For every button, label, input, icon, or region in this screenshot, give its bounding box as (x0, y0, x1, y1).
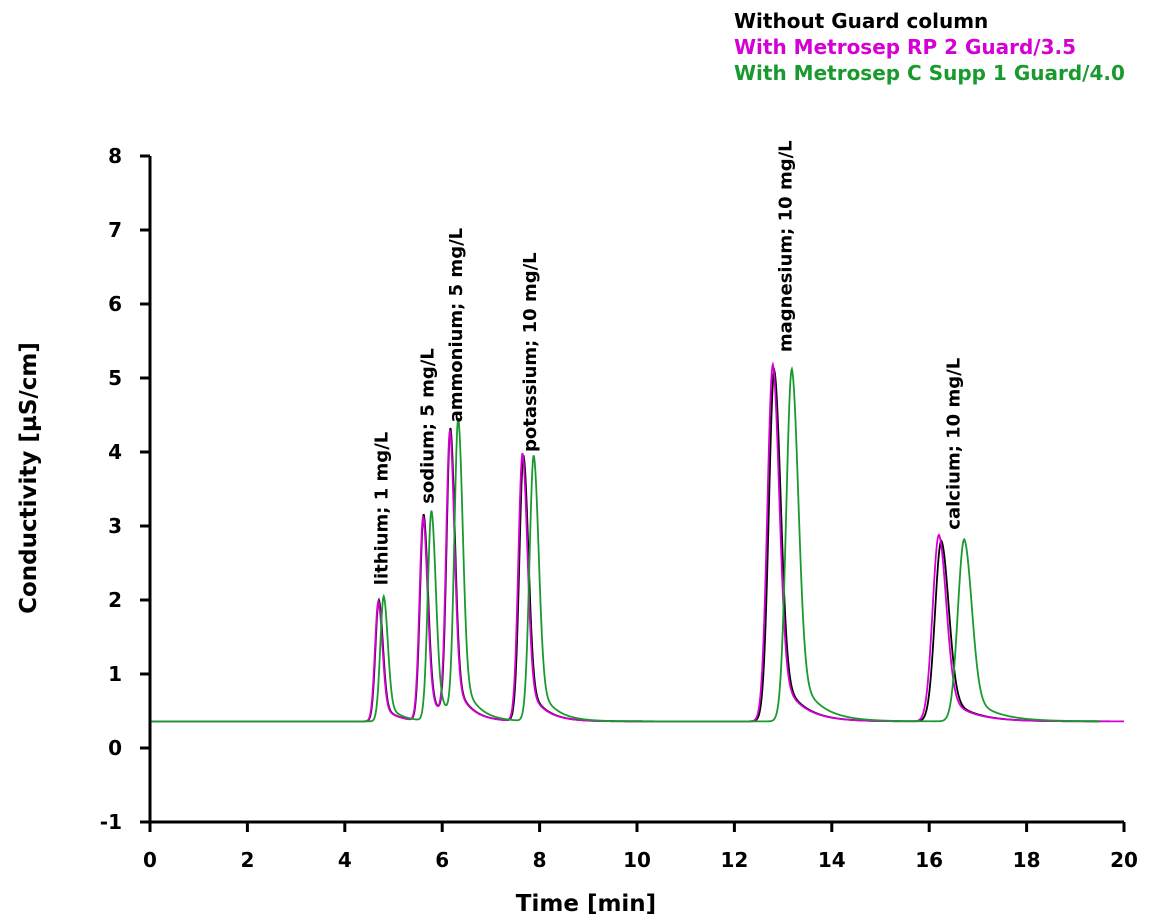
y-tick-label: -1 (100, 810, 122, 834)
series-line-2 (150, 365, 1100, 723)
series-layer (150, 361, 1124, 723)
x-tick-label: 10 (623, 848, 651, 872)
legend-entry-csupp1-guard: With Metrosep C Supp 1 Guard/4.0 (734, 61, 1125, 85)
y-tick-label: 6 (108, 292, 122, 316)
x-axis-title: Time [min] (516, 891, 656, 917)
legend: Without Guard column With Metrosep RP 2 … (734, 8, 1125, 86)
x-tick-label: 4 (338, 848, 352, 872)
peak-label: calcium; 10 mg/L (944, 358, 965, 530)
y-tick-label: 8 (108, 144, 122, 168)
peak-label: magnesium; 10 mg/L (776, 140, 797, 352)
legend-entry-without-guard: Without Guard column (734, 9, 989, 33)
x-tick-label: 20 (1110, 848, 1138, 872)
x-tick-label: 2 (240, 848, 254, 872)
x-tick-label: 18 (1013, 848, 1041, 872)
peak-label: potassium; 10 mg/L (520, 252, 541, 452)
y-tick-label: 2 (108, 588, 122, 612)
legend-entry-rp2-guard: With Metrosep RP 2 Guard/3.5 (734, 35, 1077, 59)
peak-label: ammonium; 5 mg/L (446, 228, 467, 423)
x-tick-label: 8 (533, 848, 547, 872)
peak-label: lithium; 1 mg/L (371, 432, 392, 585)
x-tick-label: 14 (818, 848, 846, 872)
y-tick-label: 3 (108, 514, 122, 538)
x-tick-label: 12 (720, 848, 748, 872)
y-tick-label: 4 (108, 440, 122, 464)
x-tick-label: 16 (915, 848, 943, 872)
x-tick-label: 6 (435, 848, 449, 872)
y-tick-label: 1 (108, 662, 122, 686)
y-tick-label: 7 (108, 218, 122, 242)
y-axis-title: Conductivity [µS/cm] (16, 342, 42, 614)
x-tick-label: 0 (143, 848, 157, 872)
peak-labels-layer: lithium; 1 mg/L sodium; 5 mg/L ammonium; 5… (371, 140, 964, 585)
peak-label: sodium; 5 mg/L (418, 348, 439, 504)
y-tick-label: 0 (108, 736, 122, 760)
y-tick-label: 5 (108, 366, 122, 390)
